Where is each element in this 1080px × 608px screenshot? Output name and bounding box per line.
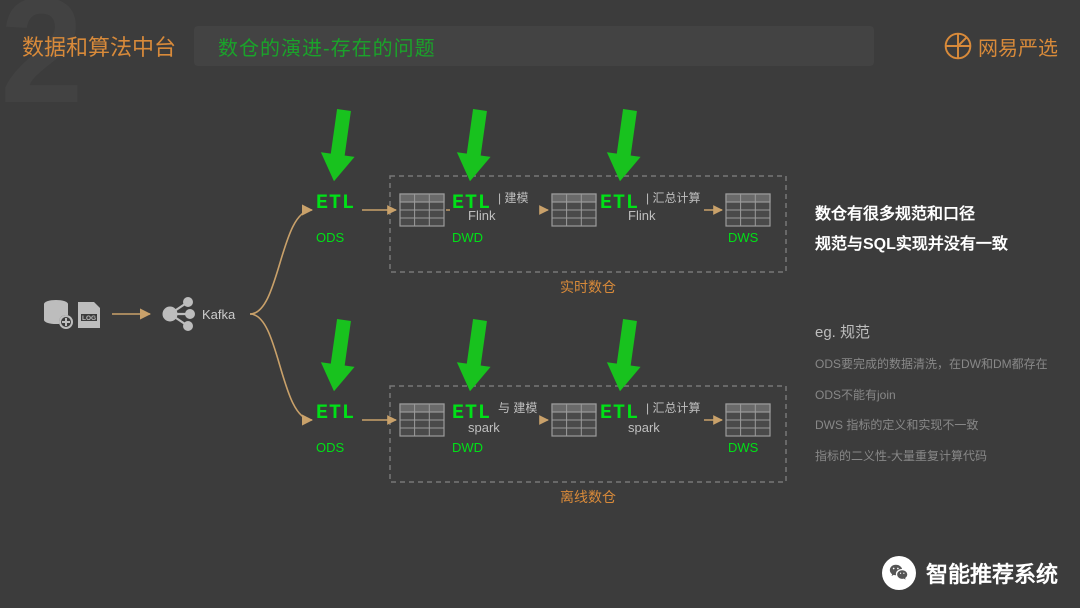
svg-text:与 建模: 与 建模	[498, 401, 537, 415]
diagram-canvas: LOG Kafka 实时数仓 ETL ODS ETL	[0, 80, 800, 520]
branch-to-offline	[250, 314, 312, 420]
layer-rt-dwd: DWD	[452, 230, 483, 245]
commentary-eg: eg. 规范	[815, 321, 1065, 342]
grid-off-ods	[400, 404, 444, 436]
brand-text: 网易严选	[978, 32, 1058, 61]
branch-to-realtime	[250, 210, 312, 314]
arrow-off-etl3	[603, 318, 647, 394]
commentary-item: 指标的二义性-大量重复计算代码	[815, 448, 1065, 465]
layer-off-ods: ODS	[316, 440, 345, 455]
arrow-rt-etl3	[603, 108, 647, 184]
arrow-off-etl1	[317, 318, 361, 394]
realtime-pipeline: 实时数仓 ETL ODS ETL | 建模 Flink DWD ETL | 汇总…	[316, 108, 786, 295]
etl-label-rt1: ETL	[316, 192, 355, 215]
watermark-text: 智能推荐系统	[926, 557, 1058, 589]
grid-rt-dws	[726, 194, 770, 226]
commentary-item: ODS不能有join	[815, 387, 1065, 404]
etl-label-off1: ETL	[316, 402, 355, 425]
commentary-item: DWS 指标的定义和实现不一致	[815, 417, 1065, 434]
realtime-title: 实时数仓	[560, 279, 616, 295]
svg-text:| 汇总计算: | 汇总计算	[646, 400, 700, 415]
engine-rt3: Flink	[628, 208, 656, 223]
commentary-head1: 数仓有很多规范和口径	[815, 200, 1065, 230]
layer-off-dws: DWS	[728, 440, 759, 455]
arrow-off-etl2	[453, 318, 497, 394]
offline-title: 离线数仓	[560, 489, 616, 505]
page-title: 数据和算法中台	[22, 30, 176, 62]
grid-off-dwd	[552, 404, 596, 436]
header: 数据和算法中台 数仓的演进-存在的问题 网易严选	[0, 24, 1080, 68]
commentary-panel: 数仓有很多规范和口径 规范与SQL实现并没有一致 eg. 规范 ODS要完成的数…	[815, 200, 1065, 465]
kafka-node: Kafka	[163, 298, 236, 331]
arrow-rt-etl1	[317, 108, 361, 184]
commentary-item: ODS要完成的数据清洗，在DW和DM都存在	[815, 356, 1065, 373]
grid-off-dws	[726, 404, 770, 436]
subtitle-pill: 数仓的演进-存在的问题	[194, 26, 874, 66]
layer-off-dwd: DWD	[452, 440, 483, 455]
svg-text:LOG: LOG	[82, 315, 96, 322]
grid-rt-dwd	[552, 194, 596, 226]
layer-rt-dws: DWS	[728, 230, 759, 245]
arrow-rt-etl2	[453, 108, 497, 184]
watermark: 智能推荐系统	[882, 556, 1058, 590]
source-icons: LOG	[44, 300, 100, 329]
grid-rt-ods	[400, 194, 444, 226]
brand: 网易严选	[944, 24, 1058, 68]
layer-rt-ods: ODS	[316, 230, 345, 245]
commentary-head2: 规范与SQL实现并没有一致	[815, 230, 1065, 260]
svg-text:Kafka: Kafka	[202, 307, 236, 322]
engine-rt2: Flink	[468, 208, 496, 223]
svg-text:| 汇总计算: | 汇总计算	[646, 190, 700, 205]
svg-text:| 建模: | 建模	[498, 191, 528, 205]
engine-off3: spark	[628, 420, 660, 435]
brand-logo-icon	[944, 32, 972, 60]
offline-pipeline: 离线数仓 ETL ODS ETL 与 建模 spark DWD ETL | 汇总…	[316, 318, 786, 505]
engine-off2: spark	[468, 420, 500, 435]
subtitle-text: 数仓的演进-存在的问题	[218, 32, 436, 61]
wechat-icon	[882, 556, 916, 590]
